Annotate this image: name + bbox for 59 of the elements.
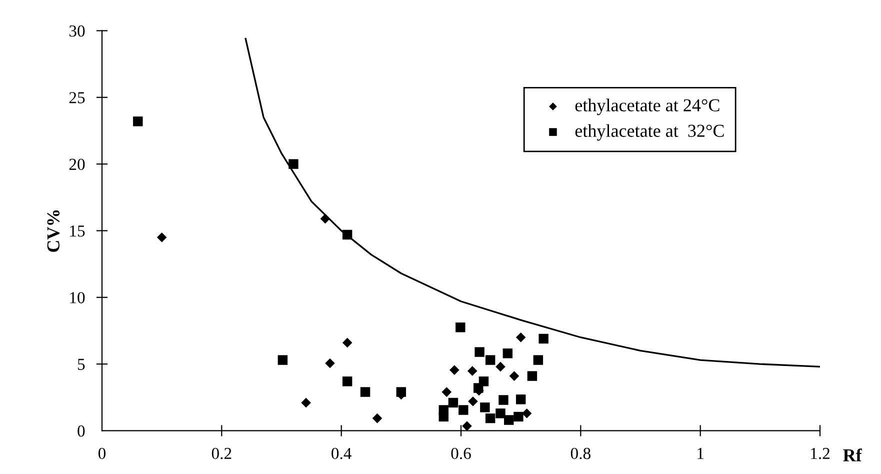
y-tick-label: 25: [69, 92, 85, 104]
y-tick-label: 5: [78, 358, 85, 370]
x-tick-label: 0.8: [570, 448, 590, 460]
point: [516, 394, 526, 404]
point: [473, 383, 484, 393]
x-tick-label: 0.2: [212, 448, 232, 460]
y-tick-label: 30: [69, 25, 85, 37]
point: [301, 398, 311, 408]
point: [538, 334, 548, 344]
x-tick-label: 0.6: [451, 448, 471, 460]
point: [450, 365, 460, 375]
line-series: [244, 38, 820, 368]
point: [320, 214, 330, 224]
y-tick-label: 15: [70, 225, 85, 237]
point: [372, 413, 382, 424]
point: [342, 230, 352, 240]
y-axis-title: CV%: [47, 210, 60, 252]
x-tick-label: 1: [698, 448, 704, 459]
point: [325, 358, 335, 368]
point: [156, 232, 167, 242]
point: [485, 355, 496, 365]
point: [496, 362, 506, 372]
point: [480, 402, 490, 412]
y-tick-label: 10: [70, 292, 85, 304]
point: [509, 371, 520, 381]
point: [438, 412, 449, 422]
point: [474, 347, 484, 357]
point: [485, 413, 496, 424]
x-axis-title: Rf: [843, 448, 862, 462]
point: [527, 371, 538, 381]
point: [288, 159, 298, 169]
point: [462, 421, 472, 431]
point: [498, 395, 508, 405]
point: [502, 348, 513, 358]
point: [342, 376, 352, 386]
point: [442, 387, 452, 397]
point: [533, 355, 544, 365]
point: [360, 387, 370, 397]
point: [504, 415, 514, 425]
point: [342, 338, 352, 348]
legend-label: ethylacetate at 32°C: [575, 124, 724, 141]
legend-label: ethylacetate at 24°C: [575, 98, 720, 116]
point: [496, 408, 506, 418]
point: [278, 355, 288, 365]
point: [467, 366, 478, 376]
x-tick-label: 1.2: [811, 448, 830, 460]
point: [516, 332, 526, 342]
y-tick-label: 20: [69, 158, 85, 170]
point: [514, 412, 524, 422]
point: [522, 408, 532, 418]
y-tick-label: 0: [78, 425, 85, 437]
point: [133, 116, 143, 126]
point: [456, 322, 466, 332]
point: [396, 387, 406, 397]
point: [448, 398, 458, 408]
point: [458, 405, 468, 415]
x-tick-label: 0: [98, 448, 106, 460]
x-tick-label: 0.4: [332, 448, 352, 460]
point: [468, 396, 478, 406]
